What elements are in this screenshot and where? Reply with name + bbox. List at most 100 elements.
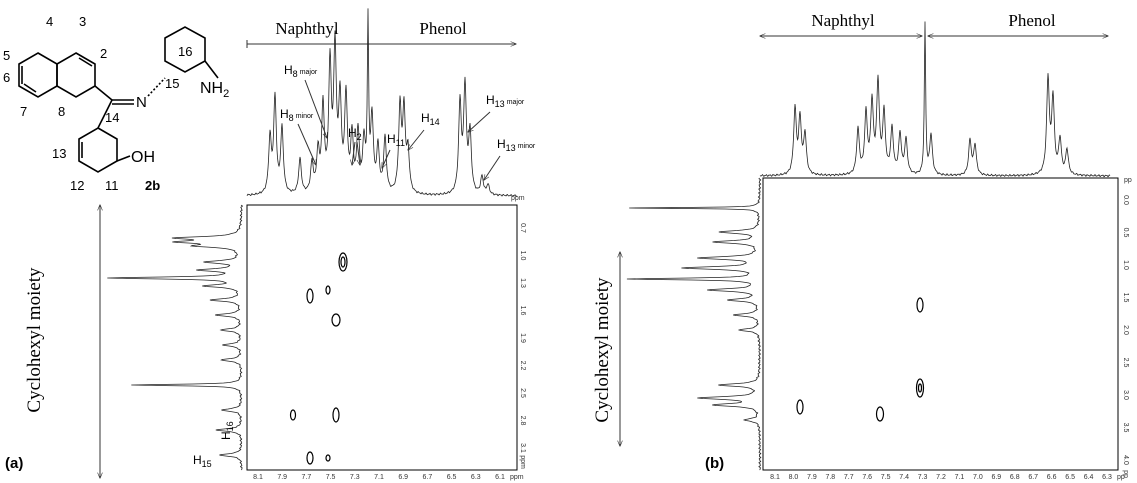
- x-tick-label: 7.7: [844, 474, 854, 481]
- peak-h: H: [193, 453, 202, 467]
- peak-h: H: [280, 107, 289, 121]
- x-tick-label: 7.1: [955, 474, 965, 481]
- y-tick-label: 3.0: [1122, 390, 1129, 400]
- x-tick-label: 6.9: [398, 474, 408, 481]
- spectrum-trace: [626, 177, 762, 471]
- peak-n: 16: [225, 421, 235, 431]
- x-tick-label: 6.7: [1028, 474, 1038, 481]
- y-tick-label: 3.1: [519, 443, 526, 453]
- y-tick-label: 1.5: [1122, 293, 1129, 303]
- peak-n: 15: [202, 459, 212, 469]
- molecule: 2 3 4 5 6 7 8 11 12 13 14 15 16 N NH2 OH…: [3, 14, 229, 193]
- x-tick-label: 6.7: [423, 474, 433, 481]
- x-tick-label: 7.1: [374, 474, 384, 481]
- atom-number: 3: [79, 14, 86, 29]
- peak-tag: minor: [296, 113, 314, 120]
- axis-unit: ppm: [510, 474, 524, 481]
- region-label: Phenol: [419, 19, 467, 38]
- atom-number: 4: [46, 14, 53, 29]
- panel-label: (b): [705, 455, 724, 472]
- x-tick-label: 8.0: [789, 474, 799, 481]
- side-region-label: Cyclohexyl moiety: [592, 277, 613, 423]
- peak-label: H15: [193, 453, 212, 469]
- x-tick-label: 8.1: [770, 474, 780, 481]
- side-region-label: Cyclohexyl moiety: [24, 267, 45, 413]
- y-tick-label: 1.0: [519, 251, 526, 261]
- peak-h: H: [219, 431, 233, 440]
- atom-number: 11: [105, 178, 119, 193]
- peak-h: H: [486, 93, 495, 107]
- y-tick-label: 2.5: [519, 388, 526, 398]
- cross-peaks: [796, 297, 925, 422]
- axis-unit: ppm: [519, 455, 526, 469]
- peak-tag: major: [507, 99, 525, 106]
- peak-label: H14: [421, 111, 440, 127]
- region-label: Phenol: [1008, 11, 1056, 30]
- spectrum-trace: [246, 8, 518, 198]
- peak-h: H: [497, 137, 506, 151]
- amine-sub: 2: [223, 88, 229, 100]
- y-tick-label: 3.5: [1122, 423, 1129, 433]
- atom-number: 12: [70, 178, 84, 193]
- x-tick-label: 7.8: [825, 474, 835, 481]
- y-tick-label: 1.0: [1122, 260, 1129, 270]
- atom-number: 15: [165, 76, 179, 91]
- x-tick-label: 6.3: [471, 474, 481, 481]
- x-tick-label: 7.5: [881, 474, 891, 481]
- compound-name: 2b: [145, 178, 160, 193]
- x-tick-label: 8.1: [253, 474, 263, 481]
- x-tick-label: 6.4: [1084, 474, 1094, 481]
- peak-h: H: [421, 111, 430, 125]
- peak-h: H: [348, 126, 357, 140]
- x-tick-label: 6.3: [1102, 474, 1112, 481]
- peak-h: H: [284, 63, 293, 77]
- peak-tag: major: [300, 69, 318, 76]
- atom-number: 13: [52, 146, 66, 161]
- x-tick-label: 6.5: [1065, 474, 1075, 481]
- axis-unit: pp: [1122, 470, 1129, 478]
- y-tick-label: 2.0: [1122, 325, 1129, 335]
- axis-unit: pp: [1117, 474, 1125, 481]
- top-spectrum: [246, 8, 518, 198]
- x-tick-label: 6.6: [1047, 474, 1057, 481]
- axis-unit: ppm: [511, 195, 525, 202]
- peak-label: H13 minor: [497, 137, 536, 153]
- x-tick-label: 6.9: [991, 474, 1001, 481]
- amine: NH2: [200, 80, 229, 100]
- x-tick-label: 7.6: [862, 474, 872, 481]
- spectrum-trace: [759, 21, 1111, 178]
- y-tick-label: 2.8: [519, 416, 526, 426]
- x-tick-label: 7.5: [326, 474, 336, 481]
- plot-frame: [762, 177, 1119, 471]
- peak-label: H2: [348, 126, 362, 142]
- x-tick-label: 7.7: [302, 474, 312, 481]
- x-tick-label: 6.1: [495, 474, 505, 481]
- atom-number: 8: [58, 104, 65, 119]
- axis-unit: pp: [1124, 177, 1132, 184]
- peak-n: 14: [430, 117, 440, 127]
- atom-number: 16: [178, 44, 192, 59]
- peak-label: H8 minor: [280, 107, 314, 123]
- peak-label: H13 major: [486, 93, 525, 109]
- peak-n: 8: [293, 69, 298, 79]
- y-tick-label: 0.7: [519, 223, 526, 233]
- y-tick-label: 2.2: [519, 361, 526, 371]
- y-tick-label: 0.0: [1122, 195, 1129, 205]
- peak-label: H8 major: [284, 63, 318, 79]
- peak-tag: minor: [518, 143, 536, 150]
- cross-peaks: [289, 252, 348, 465]
- y-tick-label: 1.3: [519, 278, 526, 288]
- atom-number: 2: [100, 46, 107, 61]
- peak-label: H16: [219, 421, 235, 440]
- x-tick-label: 7.9: [807, 474, 817, 481]
- hydroxyl: OH: [131, 149, 155, 166]
- atom-number: 5: [3, 48, 10, 63]
- atom-number: 6: [3, 70, 10, 85]
- y-tick-label: 1.9: [519, 333, 526, 343]
- y-tick-label: 2.5: [1122, 358, 1129, 368]
- region-label: Naphthyl: [811, 11, 875, 30]
- atom-number: 7: [20, 104, 27, 119]
- y-tick-label: 4.0: [1122, 455, 1129, 465]
- atom-number: 14: [105, 110, 119, 125]
